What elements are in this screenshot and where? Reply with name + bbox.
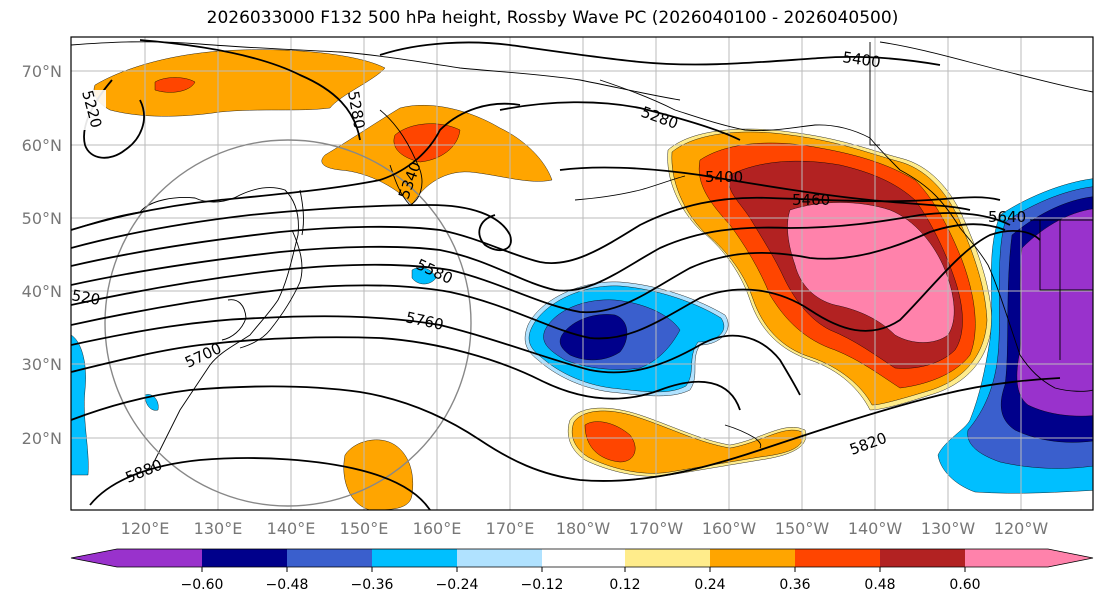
colorbar-outline [70, 548, 1094, 568]
lon-label-140e: 140°E [267, 519, 316, 538]
colorbar-bin [795, 549, 880, 567]
contour-5520 [71, 212, 1011, 292]
coast-sakhalin [299, 189, 304, 236]
colorbar-bin [372, 549, 457, 567]
height-contours [71, 39, 1061, 510]
colorbar-tick-label: 0.60 [949, 577, 980, 593]
anomaly-subtropical-core [584, 421, 636, 463]
colorbar-bin [625, 549, 710, 567]
colorbar-tick-label: 0.24 [694, 577, 725, 593]
coast-japan [239, 229, 303, 349]
colorbar: −0.60 −0.48 −0.36 −0.24 −0.12 0.12 0.24 … [70, 548, 1094, 593]
anomaly-japan-sea [411, 267, 437, 285]
contour-label-5400-ne: 5400 [705, 168, 743, 186]
graticule [71, 37, 1093, 510]
range-circle [104, 139, 472, 507]
lon-label-170w: 170°W [629, 519, 684, 538]
contour-5580 [71, 223, 1006, 314]
contour-label-5640: 5640 [988, 208, 1026, 226]
lat-label-50n: 50°N [22, 209, 62, 228]
coast-asia [71, 187, 299, 471]
coast-aleutians [574, 175, 686, 201]
lon-label-130e: 130°E [194, 519, 243, 538]
border-us-states [1030, 219, 1093, 360]
colorbar-bin [202, 549, 287, 567]
lon-label-130w: 130°W [921, 519, 976, 538]
lat-label-60n: 60°N [22, 136, 62, 155]
lat-label-40n: 40°N [22, 282, 62, 301]
colorbar-tick-label: 0.36 [779, 577, 810, 593]
contour-5820 [71, 377, 1061, 482]
contour-label-5400: 5400 [841, 48, 881, 71]
colorbar-tick-label: 0.12 [609, 577, 640, 593]
contour-5760 [71, 336, 741, 411]
contour-upper-loop [379, 41, 941, 66]
contour-5400-west [71, 204, 512, 252]
colorbar-bin [457, 549, 542, 567]
colorbar-bin [542, 549, 625, 567]
border-canada-us [869, 42, 880, 146]
contour-5340 [71, 102, 521, 231]
colorbar-bin [710, 549, 795, 567]
contour-5400-ne [559, 166, 971, 211]
contour-5640 [71, 229, 1041, 340]
lat-label-30n: 30°N [22, 355, 62, 374]
colorbar-bin [880, 549, 965, 567]
colorbar-bin [117, 549, 202, 567]
lon-label-120w: 120°W [994, 519, 1049, 538]
lat-label-20n: 20°N [22, 429, 62, 448]
contour-5880 [89, 457, 431, 510]
lat-labels: 70°N 60°N 50°N 40°N 30°N 20°N [22, 62, 62, 448]
contour-5460 [71, 196, 1001, 267]
lon-labels: 120°E 130°E 140°E 150°E 160°E 170°E 180°… [121, 519, 1049, 538]
colorbar-tick-label: 0.48 [864, 577, 895, 593]
lon-label-150e: 150°E [340, 519, 389, 538]
colorbar-tick-label: −0.60 [181, 577, 224, 593]
lon-label-140w: 140°W [848, 519, 903, 538]
anomaly-west-edge-2 [144, 394, 159, 411]
colorbar-tick-label: −0.48 [266, 577, 309, 593]
contour-5280-ne [499, 101, 741, 141]
lon-label-170e: 170°E [486, 519, 535, 538]
coast-hawaii [724, 424, 762, 449]
lon-label-160e: 160°E [413, 519, 462, 538]
anomaly-siberia-core [154, 77, 196, 93]
coastlines [71, 41, 1093, 471]
coast-canada-north [879, 41, 1093, 93]
colorbar-extend-left [71, 549, 117, 567]
anomaly-central-pacific-vstrong [559, 314, 628, 361]
colorbar-bin [287, 549, 372, 567]
colorbar-tick-label: −0.12 [521, 577, 564, 593]
coast-arctic [71, 41, 681, 101]
lon-label-120e: 120°E [121, 519, 170, 538]
lat-label-70n: 70°N [22, 62, 62, 81]
coast-alaska [599, 79, 1093, 392]
map-frame [70, 36, 1094, 511]
colorbar-tick-label: −0.36 [351, 577, 394, 593]
coast-kamchatka [379, 109, 423, 206]
contour-label-520: 520 [70, 286, 101, 309]
lon-label-160w: 160°W [702, 519, 757, 538]
colorbar-tick-label: −0.24 [436, 577, 479, 593]
anomaly-okhotsk-core [393, 123, 461, 163]
lon-label-180w: 180°W [556, 519, 611, 538]
contour-5700 [71, 315, 801, 396]
map-title: 2026033000 F132 500 hPa height, Rossby W… [206, 8, 899, 28]
contour-label-5460: 5460 [792, 191, 830, 209]
anomaly-west-edge [71, 334, 89, 476]
colorbar-extend-right [965, 549, 1093, 567]
lon-label-150w: 150°W [775, 519, 830, 538]
contour-5280-west [139, 39, 361, 141]
